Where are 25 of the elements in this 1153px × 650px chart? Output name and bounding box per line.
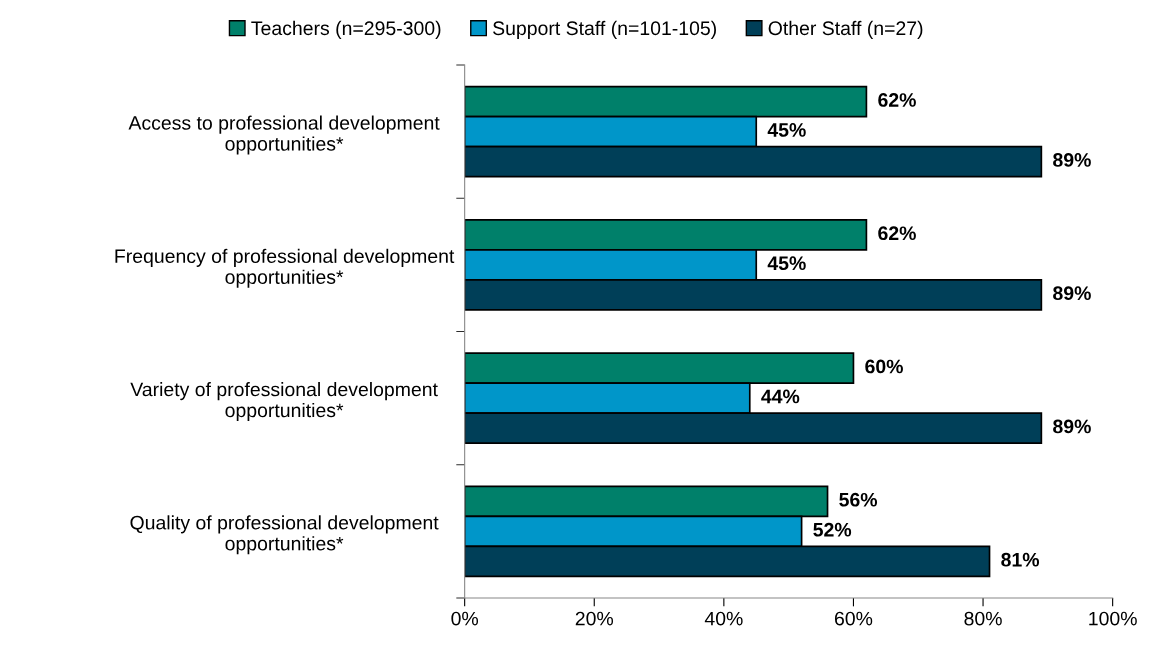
data-label: 45% bbox=[767, 256, 806, 271]
data-label: 45% bbox=[767, 123, 806, 137]
legend-label: Other Staff (n=27) bbox=[768, 20, 923, 39]
data-label: 62% bbox=[878, 226, 916, 241]
data-label: 89% bbox=[1053, 153, 1091, 167]
data-label: 44% bbox=[761, 389, 800, 404]
y-tick-label: Quality of professional development opportunities* bbox=[130, 515, 439, 555]
data-label: 89% bbox=[1053, 286, 1091, 301]
y-tick-label: Access to professional development opportunities* bbox=[128, 115, 440, 155]
data-label: 56% bbox=[839, 492, 878, 507]
legend-label: Teachers (n=295-300) bbox=[251, 20, 441, 39]
data-label: 52% bbox=[813, 522, 852, 537]
x-tick-label: 100% bbox=[1089, 611, 1137, 626]
y-tick-label: Frequency of professional development opportunities* bbox=[115, 248, 455, 288]
y-tick-label: Variety of professional development opportunities* bbox=[130, 382, 438, 422]
x-tick-label: 20% bbox=[575, 611, 614, 626]
x-tick-label: 60% bbox=[834, 611, 873, 626]
data-label: 81% bbox=[1001, 552, 1040, 567]
x-tick-label: 80% bbox=[964, 611, 1002, 626]
data-label: 60% bbox=[865, 359, 903, 374]
data-label: 89% bbox=[1053, 419, 1091, 434]
legend-label: Support Staff (n=101-105) bbox=[493, 20, 716, 39]
x-tick-label: 0% bbox=[451, 611, 479, 626]
data-label: 62% bbox=[878, 93, 916, 107]
x-tick-label: 40% bbox=[704, 611, 743, 626]
